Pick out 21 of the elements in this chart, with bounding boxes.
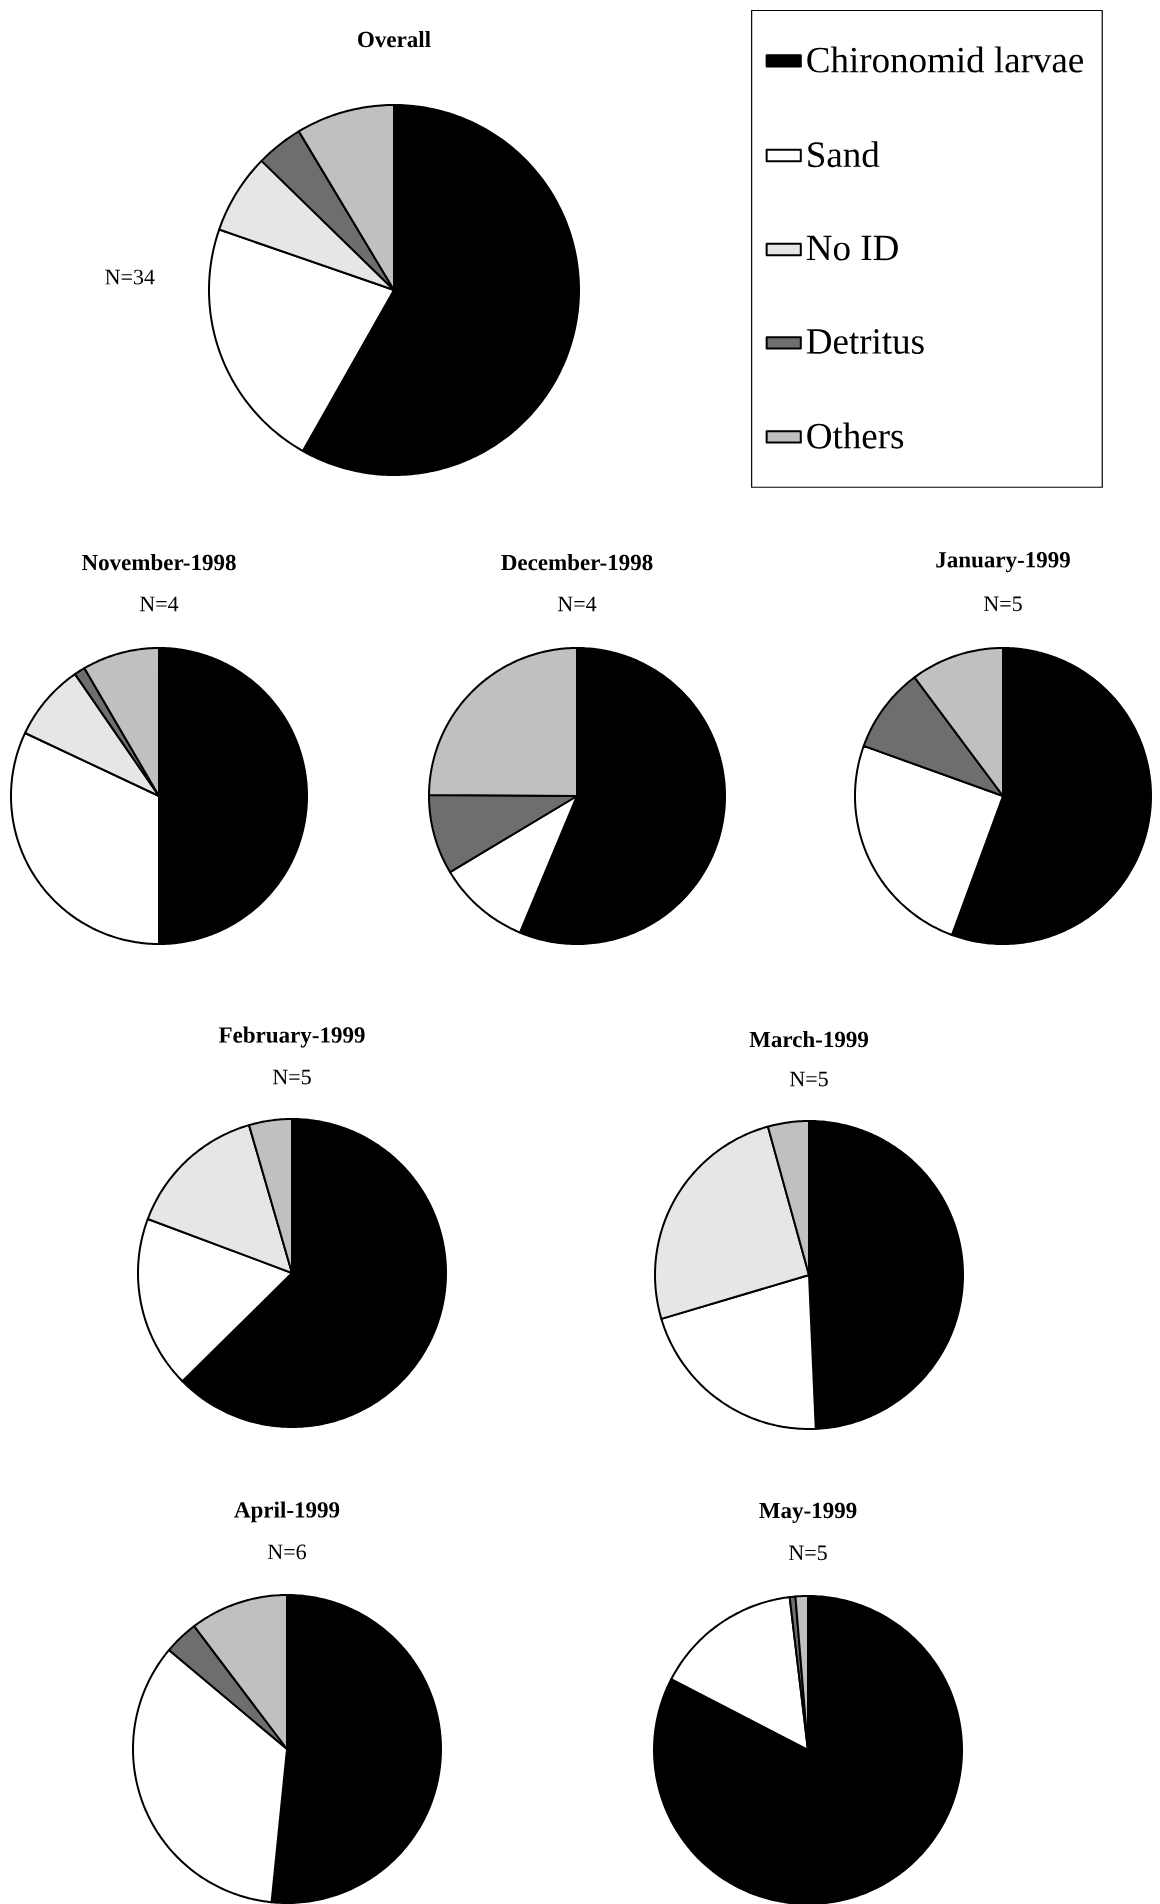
chart-title: May-1999 [759,1502,857,1523]
legend-label: Sand [808,141,880,168]
text: N=5 [983,596,1022,612]
text: N=6 [267,1544,306,1560]
chart-title: December-1998 [501,554,653,571]
text: N=4 [557,596,597,612]
chart-title: January-1999 [936,552,1070,573]
text: N=5 [272,1069,311,1085]
legend-label: Chironomid larvae [807,46,1084,73]
legend-label: No ID [806,235,898,261]
chart-title: February-1999 [218,1026,365,1048]
legend-label: Others [807,422,904,449]
chart-title: March-1999 [749,1030,868,1048]
text: Overall [358,31,431,48]
text: N=5 [788,1545,827,1561]
text: N=4 [139,596,179,612]
text: N=34 [105,269,155,285]
text: N=5 [789,1071,828,1087]
chart-title: April-1999 [234,1501,340,1523]
chart-title: November-1998 [81,554,236,571]
legend-label: Detritus [806,329,924,354]
